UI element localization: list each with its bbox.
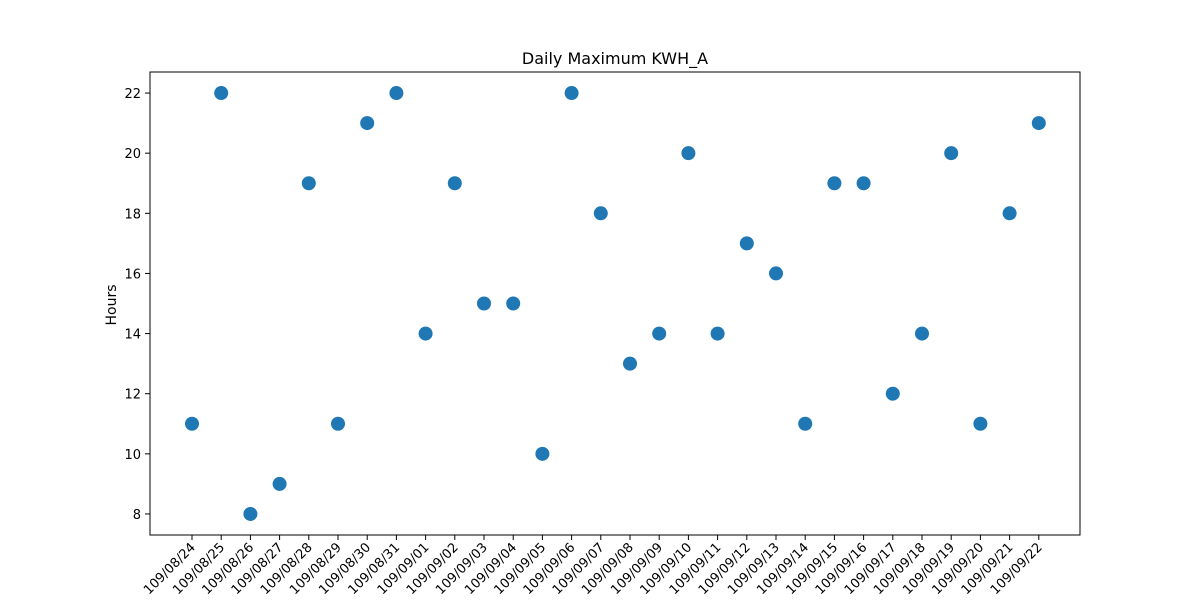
data-point xyxy=(973,416,988,431)
data-point xyxy=(652,326,667,341)
y-tick-label: 8 xyxy=(133,508,141,523)
data-point xyxy=(185,416,199,431)
data-point xyxy=(1002,206,1017,221)
y-tick-label: 16 xyxy=(124,267,141,282)
plot-frame xyxy=(149,71,1081,536)
data-point xyxy=(243,506,258,521)
data-point xyxy=(739,236,754,251)
data-point xyxy=(331,416,345,431)
data-point xyxy=(710,326,725,341)
data-point xyxy=(477,296,491,311)
y-tick-label: 14 xyxy=(124,328,141,343)
data-point xyxy=(272,476,287,491)
data-point xyxy=(623,356,637,371)
y-tick-label: 12 xyxy=(124,388,141,403)
data-point xyxy=(564,86,579,101)
y-axis-label: Hours xyxy=(104,284,120,325)
data-point xyxy=(535,446,550,461)
data-point xyxy=(301,176,316,191)
data-point xyxy=(798,416,813,431)
chart-title: Daily Maximum KWH_A xyxy=(522,49,708,69)
data-point xyxy=(769,266,783,281)
data-point xyxy=(827,176,842,191)
data-point xyxy=(506,296,521,311)
data-point xyxy=(856,176,871,191)
x-axis-ticks: 109/08/24109/08/25109/08/26109/08/27109/… xyxy=(141,535,1046,598)
data-point xyxy=(885,386,900,401)
y-tick-label: 10 xyxy=(124,448,141,463)
y-tick-label: 20 xyxy=(124,147,141,162)
data-points xyxy=(185,86,1046,521)
y-tick-label: 18 xyxy=(124,207,141,222)
y-tick-label: 22 xyxy=(124,87,141,102)
data-point xyxy=(944,146,959,161)
data-point xyxy=(418,326,433,341)
data-point xyxy=(214,86,229,101)
data-point xyxy=(360,116,375,131)
data-point xyxy=(593,206,608,221)
data-point xyxy=(915,326,929,341)
y-axis-ticks: 8 10 12 14 16 18 20 22 xyxy=(124,87,150,523)
data-point xyxy=(447,176,462,191)
data-point xyxy=(1031,116,1046,131)
data-point xyxy=(389,86,404,101)
data-point xyxy=(681,146,696,161)
